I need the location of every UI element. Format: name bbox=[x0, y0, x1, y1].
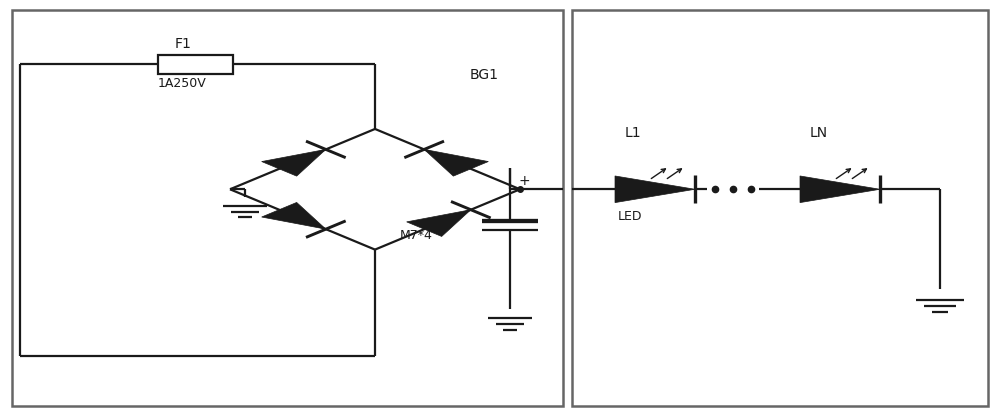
Text: BG1: BG1 bbox=[470, 68, 499, 82]
Text: +: + bbox=[518, 174, 530, 188]
Text: F1: F1 bbox=[175, 37, 192, 51]
Text: LED: LED bbox=[618, 210, 642, 223]
Text: 1A250V: 1A250V bbox=[158, 77, 207, 90]
Polygon shape bbox=[262, 149, 326, 176]
Text: L1: L1 bbox=[625, 126, 642, 140]
Polygon shape bbox=[800, 176, 880, 203]
Text: LN: LN bbox=[810, 126, 828, 140]
Bar bbox=[158, 55, 232, 74]
Polygon shape bbox=[615, 176, 695, 203]
Bar bbox=[572, 10, 988, 406]
Bar bbox=[12, 10, 563, 406]
Text: M7*4: M7*4 bbox=[400, 228, 433, 242]
Polygon shape bbox=[407, 210, 471, 236]
Polygon shape bbox=[262, 203, 326, 229]
Polygon shape bbox=[424, 149, 488, 176]
